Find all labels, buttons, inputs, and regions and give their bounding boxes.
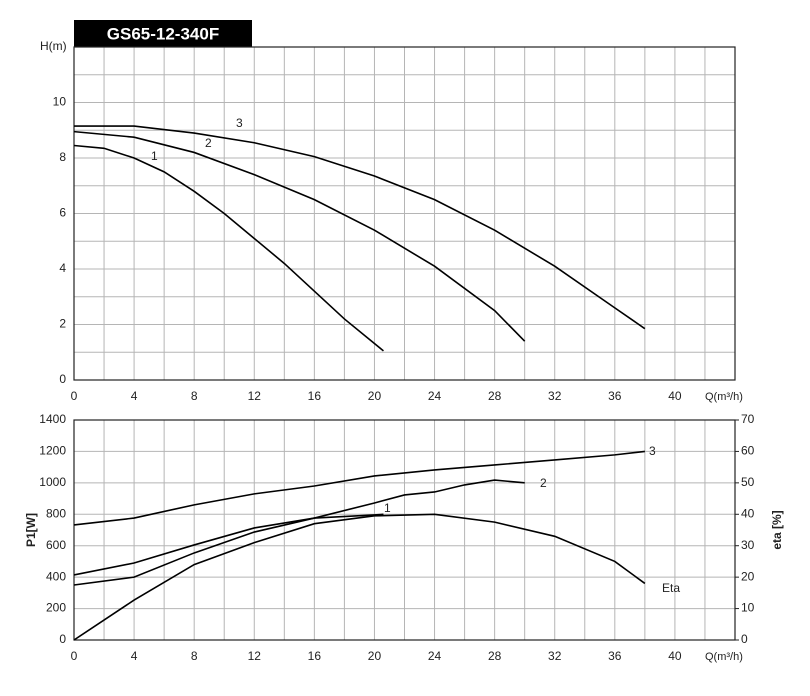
curve bbox=[73, 513, 646, 641]
y-tick-label: 0 bbox=[59, 372, 66, 386]
y-tick-label: 10 bbox=[53, 95, 67, 109]
x-tick-label: 20 bbox=[368, 649, 382, 663]
curve bbox=[73, 450, 645, 526]
curve-label: 3 bbox=[649, 444, 656, 458]
curve-label: 1 bbox=[151, 149, 158, 163]
curve bbox=[73, 130, 526, 342]
x-tick-label: 28 bbox=[488, 389, 502, 403]
y2-tick-label: 60 bbox=[741, 444, 755, 458]
y-axis-label: H(m) bbox=[40, 39, 67, 53]
x-tick-label: 40 bbox=[668, 649, 682, 663]
x-tick-label: 24 bbox=[428, 649, 442, 663]
curve bbox=[73, 513, 384, 576]
x-tick-label: 36 bbox=[608, 389, 622, 403]
x-tick-label: 12 bbox=[248, 649, 262, 663]
curve-label: Eta bbox=[662, 581, 680, 595]
x-axis-label: Q(m³/h) bbox=[705, 391, 743, 403]
title-box bbox=[74, 20, 252, 47]
x-tick-label: 0 bbox=[71, 649, 78, 663]
y-axis-label: P1[W] bbox=[24, 513, 38, 547]
x-tick-label: 4 bbox=[131, 389, 138, 403]
y-tick-label: 200 bbox=[46, 601, 66, 615]
x-tick-label: 32 bbox=[548, 649, 562, 663]
plot-frame bbox=[73, 419, 736, 641]
y2-tick-label: 10 bbox=[741, 601, 755, 615]
y-tick-label: 1400 bbox=[39, 412, 66, 426]
curve bbox=[73, 479, 525, 586]
curve-label: 1 bbox=[384, 501, 391, 515]
x-tick-label: 8 bbox=[191, 389, 198, 403]
curve-label: 3 bbox=[236, 116, 243, 130]
x-tick-label: 24 bbox=[428, 389, 442, 403]
x-tick-label: 28 bbox=[488, 649, 502, 663]
x-tick-label: 16 bbox=[308, 649, 322, 663]
y2-tick-label: 30 bbox=[741, 538, 755, 552]
y-tick-label: 600 bbox=[46, 538, 66, 552]
curve-label: 2 bbox=[540, 476, 547, 490]
x-tick-label: 0 bbox=[71, 389, 78, 403]
y-tick-label: 8 bbox=[59, 150, 66, 164]
y2-tick-label: 50 bbox=[741, 475, 755, 489]
x-tick-label: 36 bbox=[608, 649, 622, 663]
y2-tick-label: 20 bbox=[741, 569, 755, 583]
curve bbox=[73, 144, 384, 352]
y2-tick-label: 0 bbox=[741, 632, 748, 646]
x-tick-label: 40 bbox=[668, 389, 682, 403]
x-tick-label: 12 bbox=[248, 389, 262, 403]
x-tick-label: 20 bbox=[368, 389, 382, 403]
x-tick-label: 4 bbox=[131, 649, 138, 663]
x-tick-label: 8 bbox=[191, 649, 198, 663]
y-tick-label: 800 bbox=[46, 506, 66, 520]
x-tick-label: 16 bbox=[308, 389, 322, 403]
y-tick-label: 2 bbox=[59, 317, 66, 331]
y-tick-label: 400 bbox=[46, 569, 66, 583]
y2-tick-label: 40 bbox=[741, 506, 755, 520]
chart-title: GS65-12-340F bbox=[107, 24, 219, 43]
plot-frame bbox=[73, 46, 736, 381]
curve-label: 2 bbox=[205, 136, 212, 150]
y2-tick-label: 70 bbox=[741, 412, 755, 426]
curve bbox=[74, 125, 646, 330]
y-tick-label: 4 bbox=[59, 261, 66, 275]
y-tick-label: 0 bbox=[59, 632, 66, 646]
x-axis-label: Q(m³/h) bbox=[705, 651, 743, 663]
x-tick-label: 32 bbox=[548, 389, 562, 403]
y-tick-label: 1000 bbox=[39, 475, 66, 489]
y-tick-label: 6 bbox=[59, 206, 66, 220]
y2-axis-label: eta [%] bbox=[770, 510, 784, 549]
y-tick-label: 1200 bbox=[39, 444, 66, 458]
